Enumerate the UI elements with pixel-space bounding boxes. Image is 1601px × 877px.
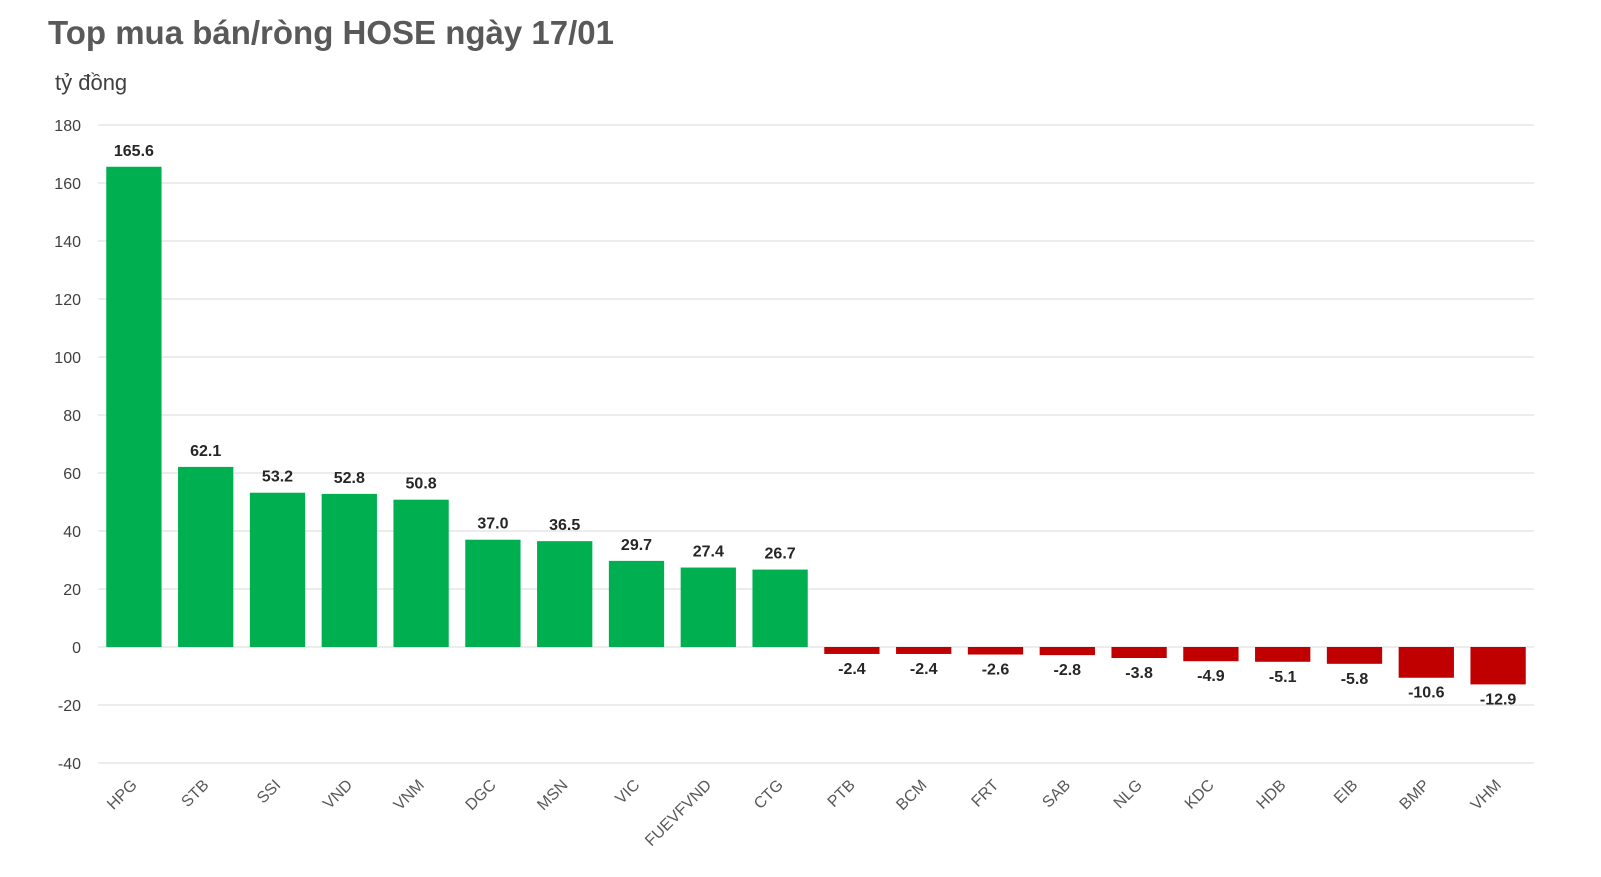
data-label-eib: -5.8 <box>1341 671 1369 688</box>
bar-msn <box>537 541 593 647</box>
bar-kdc <box>1183 647 1239 662</box>
x-tick-label-msn: MSN <box>534 777 571 814</box>
x-tick-label-fuevfvnd: FUEVFVND <box>642 777 715 850</box>
data-label-fuevfvnd: 27.4 <box>693 544 724 561</box>
chart-title: Top mua bán/ròng HOSE ngày 17/01 <box>48 14 614 51</box>
x-tick-label-hdb: HDB <box>1254 777 1290 813</box>
data-label-vnd: 52.8 <box>334 470 365 487</box>
y-axis-unit-label: tỷ đồng <box>55 70 128 95</box>
data-label-hpg: 165.6 <box>114 143 154 160</box>
x-tick-label-ctg: CTG <box>751 777 787 813</box>
y-tick-label: -40 <box>58 756 81 773</box>
x-tick-label-bcm: BCM <box>893 777 930 814</box>
bars <box>106 166 1526 685</box>
x-tick-label-bmp: BMP <box>1397 777 1434 814</box>
x-tick-label-hpg: HPG <box>104 777 141 814</box>
data-label-vnm: 50.8 <box>406 476 437 493</box>
y-tick-label: 180 <box>54 118 81 135</box>
bar-vnm <box>393 499 449 647</box>
bar-hpg <box>106 166 162 647</box>
bar-bcm <box>896 647 952 654</box>
bar-stb <box>178 466 234 647</box>
bar-vic <box>608 560 665 647</box>
x-tick-label-vic: VIC <box>612 777 643 808</box>
bar-bmp <box>1398 647 1454 678</box>
bar-dgc <box>465 539 521 647</box>
data-label-vhm: -12.9 <box>1480 691 1517 708</box>
bar-ctg <box>752 569 808 647</box>
data-labels: 165.6 62.1 53.2 52.8 50.8 37.0 36.5 29.7 27.4 26.… <box>114 143 1517 709</box>
bar-eib <box>1326 647 1383 664</box>
data-label-hdb: -5.1 <box>1269 669 1297 686</box>
x-tick-label-eib: EIB <box>1331 777 1361 807</box>
y-tick-label: 120 <box>54 292 81 309</box>
data-label-vic: 29.7 <box>621 537 652 554</box>
y-tick-label: 160 <box>54 176 81 193</box>
gridlines <box>98 124 1534 764</box>
y-tick-label: 0 <box>72 640 81 657</box>
data-label-sab: -2.8 <box>1054 662 1082 679</box>
x-tick-label-nlg: NLG <box>1111 777 1146 812</box>
x-tick-label-ssi: SSI <box>254 777 284 807</box>
bar-nlg <box>1111 647 1167 659</box>
data-label-ssi: 53.2 <box>262 469 293 486</box>
x-tick-label-stb: STB <box>178 777 212 811</box>
x-tick-label-vnd: VND <box>320 777 356 813</box>
y-tick-label: 80 <box>63 408 81 425</box>
y-tick-label: 60 <box>63 466 81 483</box>
data-label-stb: 62.1 <box>190 443 221 460</box>
bar-ptb <box>824 647 880 654</box>
data-label-ptb: -2.4 <box>838 661 866 678</box>
data-label-bcm: -2.4 <box>910 661 938 678</box>
data-label-nlg: -3.8 <box>1125 665 1153 682</box>
data-label-msn: 36.5 <box>549 517 580 534</box>
x-tick-label-vnm: VNM <box>391 777 428 814</box>
bar-sab <box>1039 647 1095 656</box>
bar-frt <box>967 647 1024 655</box>
y-tick-label: 40 <box>63 524 81 541</box>
y-axis-ticks: 180 160 140 120 100 80 60 40 20 0 -20 -40 <box>54 118 81 773</box>
bar-fuevfvnd <box>680 567 736 647</box>
data-label-kdc: -4.9 <box>1197 668 1225 685</box>
data-label-frt: -2.6 <box>982 662 1010 679</box>
data-label-bmp: -10.6 <box>1408 685 1445 702</box>
data-label-dgc: 37.0 <box>477 516 508 533</box>
y-tick-label: 20 <box>63 582 81 599</box>
x-tick-label-kdc: KDC <box>1182 777 1218 813</box>
x-tick-label-dgc: DGC <box>463 777 500 814</box>
y-tick-label: 140 <box>54 234 81 251</box>
x-tick-label-ptb: PTB <box>825 777 859 811</box>
data-label-ctg: 26.7 <box>765 546 796 563</box>
x-tick-label-vhm: VHM <box>1468 777 1505 814</box>
bar-vhm <box>1470 647 1526 685</box>
y-tick-label: 100 <box>54 350 81 367</box>
bar-vnd <box>321 493 377 647</box>
x-tick-label-sab: SAB <box>1039 777 1074 812</box>
x-tick-label-frt: FRT <box>969 777 1003 811</box>
bar-ssi <box>249 492 306 647</box>
y-tick-label: -20 <box>58 698 81 715</box>
bar-hdb <box>1255 647 1311 662</box>
